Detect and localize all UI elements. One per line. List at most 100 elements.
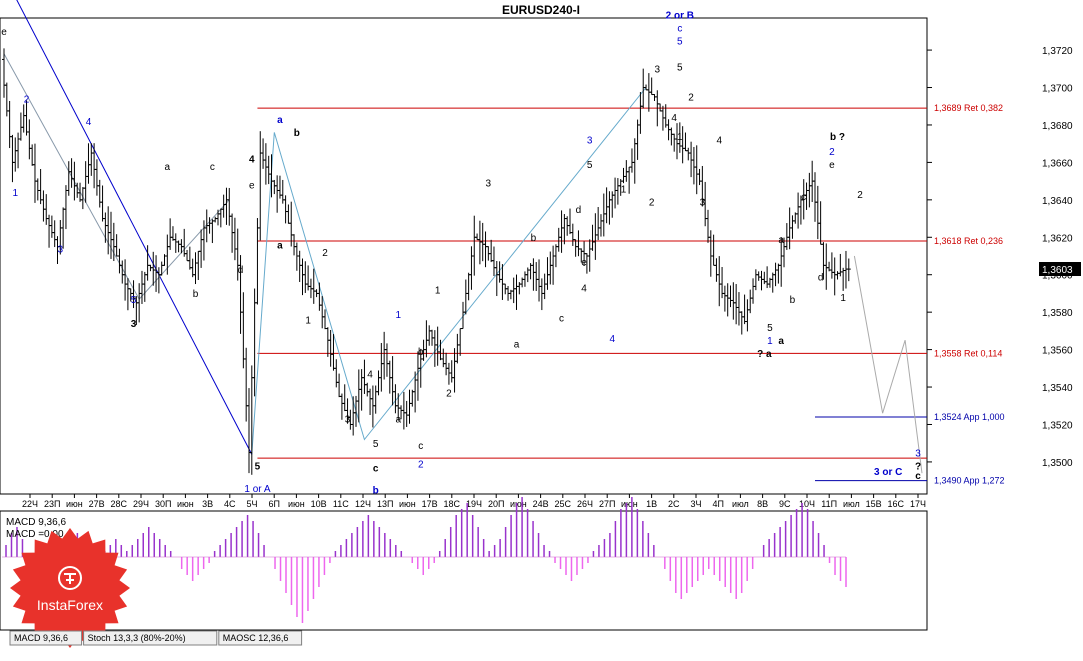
level-label: 1,3524 App 1,000 (934, 412, 1005, 422)
wave-label: 1 or A (244, 484, 270, 495)
wave-label: 1 (767, 336, 773, 347)
time-tick-label: 26Ч (577, 499, 593, 509)
wave-label: 3 (486, 179, 492, 190)
time-tick-label: 27В (89, 499, 105, 509)
wave-label: 3 (58, 244, 64, 255)
logo-emblem-mark (64, 573, 76, 584)
indicator-tab-label: Stoch 13,3,3 (80%-20%) (88, 633, 186, 643)
indicator-tab[interactable] (218, 630, 303, 646)
wave-label: d (576, 205, 582, 216)
time-tick-label: июн (288, 499, 305, 509)
time-tick-label: июл (732, 499, 749, 509)
instaforex-logo: InstaForex (10, 528, 130, 648)
time-tick-label: 10В (311, 499, 327, 509)
wave-label: e (829, 160, 835, 171)
time-tick-label: 3Ч (690, 499, 701, 509)
wave-label: c (677, 23, 682, 34)
wave-label: 5 (255, 461, 261, 472)
macd-pane (0, 510, 928, 631)
wave-label: ? a (757, 349, 772, 360)
wave-label: c (418, 441, 423, 452)
price-bars (2, 48, 851, 475)
price-tick-label: 1,3580 (1042, 308, 1073, 319)
wave-label: c (210, 162, 215, 173)
time-tick-label: 23П (44, 499, 60, 509)
logo-text: InstaForex (37, 597, 103, 613)
wave-label: b (418, 347, 424, 358)
wave-label: b (294, 128, 300, 139)
wave-label: 2 (418, 460, 424, 471)
wave-label: e (249, 181, 255, 192)
logo-emblem-icon (58, 566, 82, 590)
wave-label: b ? (830, 132, 845, 143)
price-tick-label: 1,3700 (1042, 84, 1073, 95)
indicator-tab-label: MAOSC 12,36,6 (223, 633, 289, 643)
wave-label: 3 (345, 415, 351, 426)
time-tick-label: 27П (599, 499, 615, 509)
wave-label: 2 (649, 197, 655, 208)
price-tick-label: 1,3500 (1042, 458, 1073, 469)
wave-label: a (277, 241, 283, 252)
wave-label: 1 (435, 285, 441, 296)
time-tick-label: 3В (202, 499, 213, 509)
chart-title: EURUSD240-I (502, 3, 580, 17)
time-tick-label: 4П (712, 499, 723, 509)
wave-label: b (790, 295, 796, 306)
wave-label: 2 (24, 94, 30, 105)
time-tick-label: 25С (555, 499, 572, 509)
wave-label: b (531, 233, 537, 244)
wave-label: 1 (677, 132, 683, 143)
time-tick-label: 11П (821, 499, 837, 509)
time-tick-label: июн (399, 499, 416, 509)
indicator-tab[interactable] (9, 630, 83, 646)
wave-label: c (801, 192, 806, 203)
time-tick-label: июн (66, 499, 83, 509)
price-tick-label: 1,3520 (1042, 420, 1073, 431)
current-price-marker: 1,3603 (1039, 262, 1081, 276)
time-tick-label: 18С (444, 499, 461, 509)
wave-label: c (559, 314, 564, 325)
wave-label: 2 (446, 388, 452, 399)
time-tick-label: 29Ч (133, 499, 149, 509)
indicator-tab[interactable] (83, 630, 218, 646)
wave-label: e (581, 257, 587, 268)
time-tick-label: 11С (333, 499, 349, 509)
level-lines: 1,3689 Ret 0,382 1,3618 Ret 0,236 1,3558 R… (257, 103, 1005, 486)
wave-label: 3 (131, 319, 137, 330)
wave-label: 1 (840, 293, 846, 304)
time-tick-label: 2С (668, 499, 680, 509)
time-tick-label: июн (510, 499, 527, 509)
current-price-label: 1,3603 (1042, 265, 1073, 276)
wave-label: e (1, 27, 7, 38)
wave-label: d (818, 272, 824, 283)
time-tick-label: 12Ч (355, 499, 371, 509)
price-pane (0, 17, 928, 495)
time-tick-label: 22Ч (22, 499, 38, 509)
wave-label: 4 (609, 334, 615, 345)
wave-label: 3 (915, 448, 921, 459)
wave-label: 1 (621, 184, 627, 195)
wave-label: a (514, 340, 520, 351)
wave-label: 1 (395, 310, 401, 321)
price-axis: 1,3720 1,3700 1,3680 1,3660 1,3640 1,3620 1,36… (927, 46, 1073, 469)
indicator-tab-label: MACD 9,36,6 (14, 633, 68, 643)
time-tick-label: 13П (377, 499, 393, 509)
level-label: 1,3558 Ret 0,114 (934, 348, 1002, 358)
wave-label: 3 (587, 136, 593, 147)
wave-label: c (373, 463, 379, 474)
time-tick-label: 19Ч (466, 499, 482, 509)
time-tick-label: 4С (224, 499, 236, 509)
indicator-tabs[interactable]: MACD 9,36,6 Stoch 13,3,3 (80%-20%) MAOSC 1… (9, 630, 303, 646)
level-label: 1,3618 Ret 0,236 (934, 236, 1003, 246)
time-tick-label: 5Ч (246, 499, 257, 509)
wave-label: 5 (677, 36, 683, 47)
wave-label: 2 (688, 93, 694, 104)
price-tick-label: 1,3660 (1042, 158, 1073, 169)
time-axis: 22Ч 23П июн 27В 28С 29Ч 30П июн 3В 4С 5Ч 6П июн 10В 11… (22, 494, 926, 509)
price-tick-label: 1,3600 (1042, 271, 1073, 282)
price-tick-label: 1,3540 (1042, 383, 1073, 394)
wave-line (853, 255, 923, 474)
wave-label: ? (915, 461, 921, 472)
